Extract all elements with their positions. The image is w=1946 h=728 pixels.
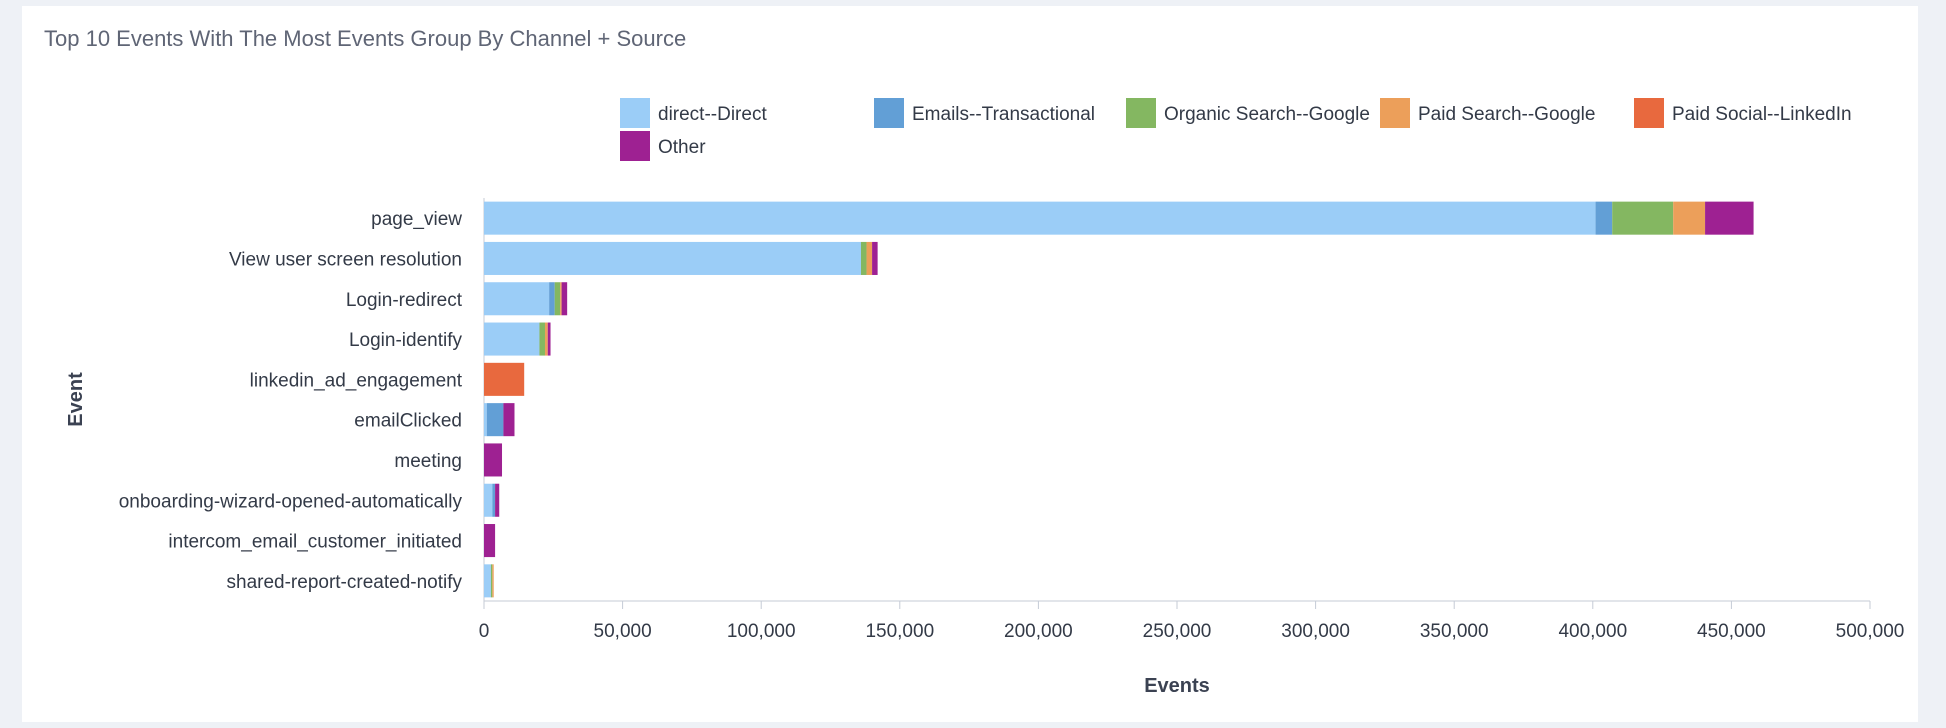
bar-emailclicked-emails-transactional[interactable] <box>486 403 504 437</box>
bar-emailclicked-other[interactable] <box>503 403 515 437</box>
bar-onboarding-wizard-opened-automatically-direct-direct[interactable] <box>484 483 493 517</box>
x-tick-label: 350,000 <box>1420 621 1489 642</box>
legend-label-paid-social-linkedin[interactable]: Paid Social--LinkedIn <box>1672 104 1852 125</box>
x-tick-label: 450,000 <box>1697 621 1766 642</box>
bar-view-user-screen-resolution-other[interactable] <box>872 241 878 275</box>
bar-page-view-direct-direct[interactable] <box>484 201 1596 235</box>
y-tick-label-shared-report-created-notify: shared-report-created-notify <box>227 572 463 593</box>
y-axis-title: Event <box>65 372 87 427</box>
legend-label-paid-search-google[interactable]: Paid Search--Google <box>1418 104 1595 125</box>
y-tick-label-view-user-screen-resolution: View user screen resolution <box>229 249 462 270</box>
legend-swatch-paid-social-linkedin[interactable] <box>1634 98 1664 128</box>
x-axis-title: Events <box>1144 675 1210 697</box>
bar-view-user-screen-resolution-organic-search-google[interactable] <box>860 241 867 275</box>
bar-login-redirect-paid-search-google[interactable] <box>560 282 562 316</box>
y-tick-label-emailclicked: emailClicked <box>354 411 462 432</box>
stacked-bar-chart: direct--Direct Emails--Transactional Organ… <box>65 98 1905 697</box>
bar-login-redirect-emails-transactional[interactable] <box>549 282 555 316</box>
legend-swatch-emails-transactional[interactable] <box>874 98 904 128</box>
legend-label-organic-search-google[interactable]: Organic Search--Google <box>1164 104 1370 125</box>
bar-meeting-other[interactable] <box>484 443 503 477</box>
y-tick-label-login-identify: Login-identify <box>349 330 463 351</box>
x-tick-label: 100,000 <box>727 621 796 642</box>
bar-page-view-emails-transactional[interactable] <box>1595 201 1613 235</box>
y-tick-label-page-view: page_view <box>371 209 462 230</box>
bar-view-user-screen-resolution-direct-direct[interactable] <box>484 241 861 275</box>
legend-label-emails-transactional[interactable]: Emails--Transactional <box>912 104 1095 125</box>
legend-swatch-organic-search-google[interactable] <box>1126 98 1156 128</box>
bar-shared-report-created-notify-direct-direct[interactable] <box>484 564 491 598</box>
bar-onboarding-wizard-opened-automatically-other[interactable] <box>495 483 500 517</box>
bar-login-identify-organic-search-google[interactable] <box>539 322 545 356</box>
bar-login-redirect-other[interactable] <box>561 282 568 316</box>
x-tick-label: 250,000 <box>1143 621 1212 642</box>
bar-emailclicked-direct-direct[interactable] <box>484 403 487 437</box>
bar-shared-report-created-notify-organic-search-google[interactable] <box>490 564 493 598</box>
chart-title: Top 10 Events With The Most Events Group… <box>44 26 687 51</box>
x-tick-label: 500,000 <box>1836 621 1905 642</box>
y-tick-label-meeting: meeting <box>394 451 462 472</box>
legend-label-direct-direct[interactable]: direct--Direct <box>658 104 767 125</box>
bar-page-view-paid-search-google[interactable] <box>1673 201 1706 235</box>
bar-login-redirect-organic-search-google[interactable] <box>554 282 561 316</box>
bar-intercom-email-customer-initiated-other[interactable] <box>484 524 496 558</box>
y-tick-label-onboarding-wizard-opened-automatically: onboarding-wizard-opened-automatically <box>119 491 463 512</box>
bar-view-user-screen-resolution-paid-search-google[interactable] <box>866 241 873 275</box>
bar-shared-report-created-notify-paid-search-google[interactable] <box>492 564 494 598</box>
bar-linkedin-ad-engagement-paid-social-linkedin[interactable] <box>484 362 525 396</box>
x-tick-label: 0 <box>479 621 490 642</box>
bar-page-view-organic-search-google[interactable] <box>1612 201 1674 235</box>
bar-page-view-other[interactable] <box>1705 201 1754 235</box>
legend-swatch-paid-search-google[interactable] <box>1380 98 1410 128</box>
x-tick-label: 200,000 <box>1004 621 1073 642</box>
legend-label-other[interactable]: Other <box>658 137 706 158</box>
bar-login-redirect-direct-direct[interactable] <box>484 282 550 316</box>
x-tick-label: 300,000 <box>1281 621 1350 642</box>
bar-login-identify-direct-direct[interactable] <box>484 322 540 356</box>
bar-onboarding-wizard-opened-automatically-emails-transactional[interactable] <box>492 483 496 517</box>
x-tick-label: 50,000 <box>594 621 652 642</box>
y-tick-label-intercom-email-customer-initiated: intercom_email_customer_initiated <box>168 532 462 553</box>
y-tick-label-login-redirect: Login-redirect <box>346 290 463 311</box>
bar-login-identify-other[interactable] <box>547 322 551 356</box>
legend-swatch-direct-direct[interactable] <box>620 98 650 128</box>
y-tick-label-linkedin-ad-engagement: linkedin_ad_engagement <box>250 370 463 391</box>
bar-login-identify-paid-search-google[interactable] <box>544 322 548 356</box>
x-tick-label: 400,000 <box>1558 621 1627 642</box>
legend-swatch-other[interactable] <box>620 131 650 161</box>
x-tick-label: 150,000 <box>865 621 934 642</box>
chart-card: Top 10 Events With The Most Events Group… <box>22 6 1918 722</box>
